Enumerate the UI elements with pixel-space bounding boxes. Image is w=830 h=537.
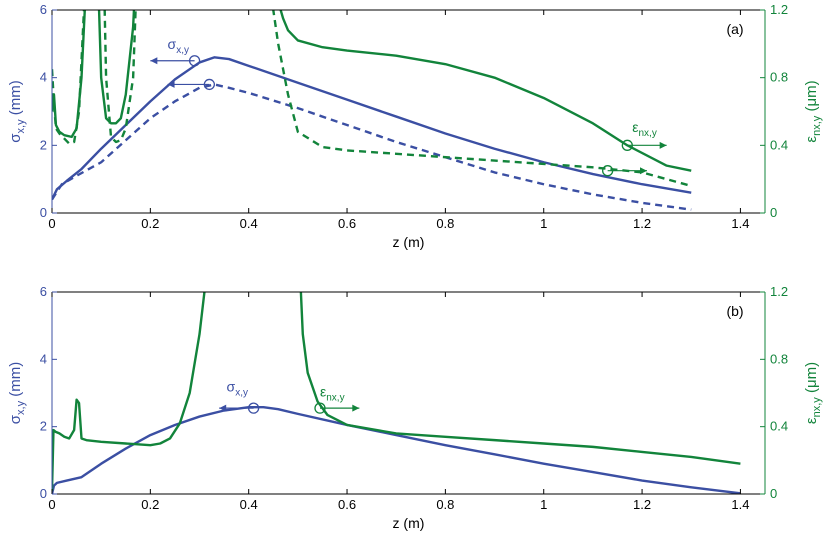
y-left-tick-label: 4 [40, 70, 47, 85]
annotation-label: σx,y [227, 378, 248, 398]
x-tick-label: 0.6 [338, 216, 356, 231]
y-right-title-symbol: ε [803, 136, 820, 143]
y-right-tick-label: 0.8 [770, 351, 788, 366]
x-tick-label: 0.8 [436, 216, 454, 231]
panel-label: (a) [726, 21, 743, 37]
y-right-axis-title: εnx,y (μm) [803, 362, 823, 424]
y-left-title-subscript: x,y [15, 400, 27, 415]
sigma-solid-line [52, 405, 741, 494]
y-right-axis-title: εnx,y (μm) [803, 80, 823, 142]
y-left-title-subscript: x,y [15, 119, 27, 134]
annotation-symbol: σ [168, 36, 177, 52]
y-right-tick-label: 0 [770, 205, 777, 220]
y-left-tick-label: 0 [40, 205, 47, 220]
emittance-solid-line [52, 10, 692, 172]
x-tick-label: 0.8 [436, 497, 454, 512]
annotation-label: σx,y [168, 36, 189, 56]
y-left-axis-title: σx,y (mm) [7, 362, 27, 424]
sigma-solid-line [52, 56, 692, 200]
annotation-symbol: σ [227, 378, 236, 394]
y-right-title-subscript: nx,y [811, 397, 823, 418]
annotation-subscript: nx,y [638, 128, 656, 139]
x-tick-label: 1.2 [633, 497, 651, 512]
x-tick-label: 0.6 [338, 497, 356, 512]
y-right-title-unit: (μm) [803, 80, 820, 115]
y-left-tick-label: 4 [40, 351, 47, 366]
annotation-label: εnx,y [632, 119, 657, 139]
x-tick-label: 0.4 [240, 497, 258, 512]
y-left-tick-label: 0 [40, 486, 47, 501]
y-right-tick-label: 0.8 [770, 70, 788, 85]
annotation-arrow-head [352, 404, 360, 412]
annotation-arrow-head [639, 167, 647, 175]
x-tick-label: 1.2 [633, 216, 651, 231]
annotation-symbol: ε [632, 119, 638, 135]
x-tick-label: 0.4 [240, 216, 258, 231]
x-tick-label: 1 [540, 216, 547, 231]
x-tick-label: 1.4 [731, 216, 749, 231]
annotation-subscript: nx,y [326, 392, 344, 403]
x-tick-label: 0 [48, 497, 55, 512]
y-left-title-unit: (mm) [7, 362, 24, 401]
y-right-tick-label: 1.2 [770, 2, 788, 17]
y-left-tick-label: 2 [40, 137, 47, 152]
y-right-title-symbol: ε [803, 417, 820, 424]
annotation-arrow-head [167, 80, 175, 88]
series-group [52, 292, 741, 494]
annotation-arrow-head [219, 404, 227, 412]
y-right-title-subscript: nx,y [811, 115, 823, 136]
y-right-title-unit: (μm) [803, 362, 820, 397]
x-axis-title: z (m) [393, 515, 425, 531]
series-group [52, 10, 692, 211]
y-left-title-unit: (mm) [7, 80, 24, 119]
y-left-title-symbol: σ [7, 133, 24, 143]
y-right-tick-label: 1.2 [770, 284, 788, 299]
x-tick-label: 1 [540, 497, 547, 512]
annotation-arrow-head [150, 57, 158, 65]
y-left-title-symbol: σ [7, 414, 24, 424]
y-left-tick-label: 6 [40, 284, 47, 299]
emittance-solid-line [52, 292, 741, 491]
y-right-tick-label: 0.4 [770, 419, 788, 434]
annotation-label: εnx,y [320, 383, 345, 403]
annotation-subscript: x,y [235, 387, 248, 398]
panel-a: 0 0.2 0.4 0.6 0.8 1 1.2 1.4 0 2 4 6 0 0.4 0.8 1.2 z (m) σ… [7, 2, 823, 250]
annotation-arrow-head [659, 141, 667, 149]
x-axis-title: z (m) [393, 234, 425, 250]
x-tick-label: 0.2 [141, 497, 159, 512]
y-left-tick-label: 2 [40, 419, 47, 434]
y-right-tick-label: 0.4 [770, 137, 788, 152]
panel-label: (b) [726, 303, 743, 319]
y-left-axis-title: σx,y (mm) [7, 80, 27, 142]
y-right-tick-label: 0 [770, 486, 777, 501]
annotation-symbol: ε [320, 383, 326, 399]
emittance-dashed-line [52, 10, 692, 188]
x-tick-label: 1.4 [731, 497, 749, 512]
annotation-subscript: x,y [176, 45, 189, 56]
x-tick-label: 0 [48, 216, 55, 231]
y-left-tick-label: 6 [40, 2, 47, 17]
panel-b: 0 0.2 0.4 0.6 0.8 1 1.2 1.4 0 2 4 6 0 0.4 0.8 1.2 z (m) σ… [7, 284, 823, 531]
x-tick-label: 0.2 [141, 216, 159, 231]
